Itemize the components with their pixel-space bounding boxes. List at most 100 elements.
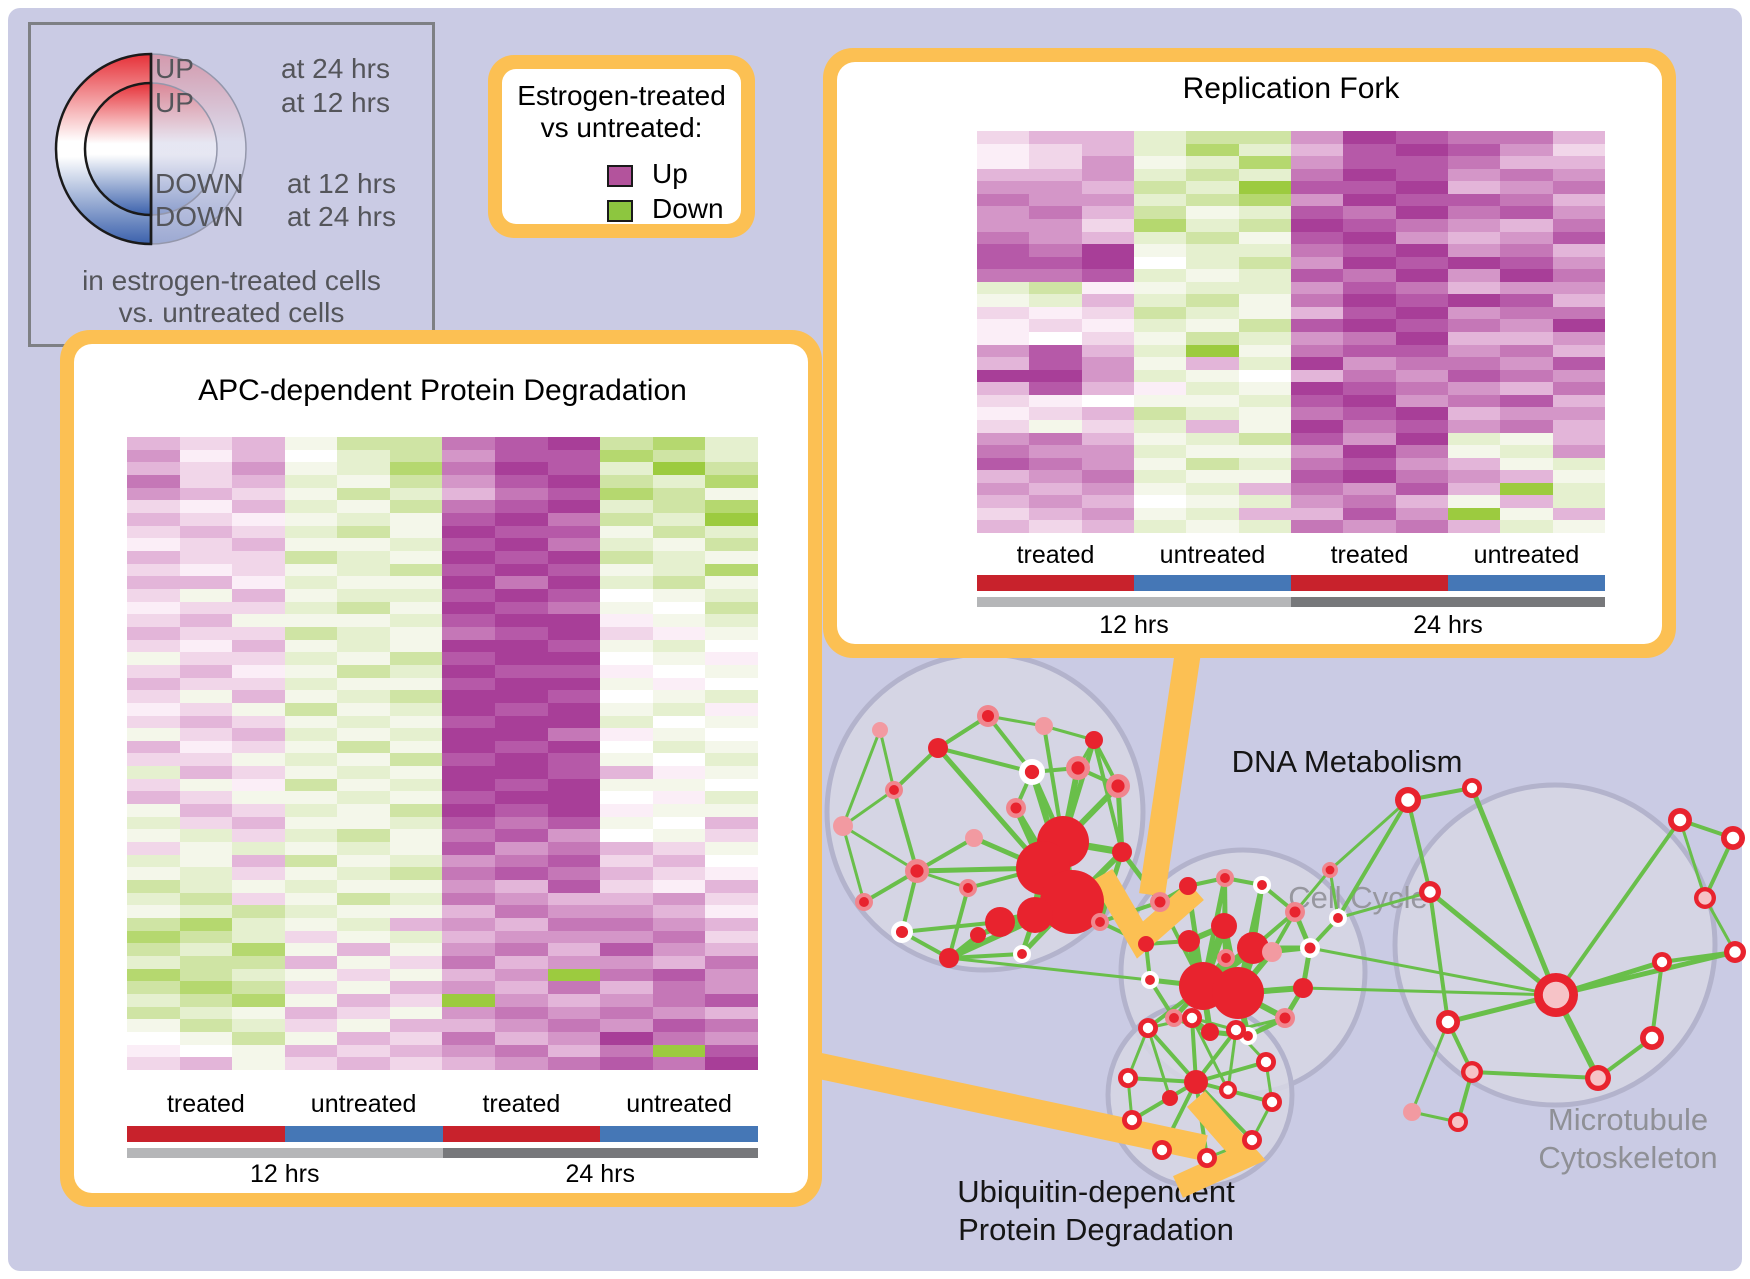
up-label: Up (652, 158, 688, 189)
time-label: 24 hrs (1413, 611, 1483, 639)
network-node-core (963, 883, 973, 893)
heatmap-cell (284, 740, 338, 754)
network-node-core (1465, 1065, 1479, 1079)
heatmap-cell (1290, 369, 1344, 383)
heatmap-cell (600, 437, 653, 450)
heatmap-cell (232, 804, 285, 817)
heatmap-cell (442, 892, 496, 906)
heatmap-cell (1290, 520, 1344, 533)
condition-bar (442, 1126, 601, 1142)
cluster-circle-microtubule-cytoskeleton (1392, 782, 1718, 1108)
heatmap-cell (284, 956, 338, 969)
heatmap-cell (389, 1019, 443, 1033)
heatmap-cell (495, 462, 548, 475)
network-node-core (1223, 1085, 1233, 1095)
heatmap-cell (442, 753, 496, 767)
heatmap-cell (652, 449, 706, 463)
heatmap-cell (1552, 244, 1605, 257)
network-node-core (1154, 896, 1166, 908)
heatmap-cell (1029, 131, 1082, 144)
heatmap-cell (1343, 407, 1396, 420)
heatmap-cell (284, 1057, 338, 1070)
heatmap-cell (495, 968, 548, 982)
heatmap-cell (495, 601, 548, 615)
heatmap-cell (1343, 218, 1396, 232)
heatmap-cell (389, 854, 443, 868)
network-node (965, 829, 983, 847)
heatmap-cell (1238, 482, 1291, 496)
heatmap-cell (495, 867, 548, 881)
heatmap-cell (442, 854, 496, 868)
heatmap-cell (547, 804, 601, 817)
heatmap-cell (547, 1044, 601, 1058)
heatmap-cell (1447, 281, 1501, 295)
heatmap-cell (1238, 344, 1291, 358)
condition-bar (1291, 575, 1448, 591)
down-swatch (607, 200, 633, 222)
heatmap-cell (600, 487, 653, 501)
heatmap-cell (1186, 206, 1239, 219)
heatmap-cell (1447, 143, 1501, 157)
heatmap-cell (652, 563, 706, 577)
heatmap-cell (547, 538, 601, 551)
network-edge (1190, 1017, 1230, 1091)
heatmap-cell (705, 778, 758, 792)
heatmap-cell (705, 487, 758, 501)
heatmap-cell (1186, 244, 1239, 257)
heatmap-cell (1133, 407, 1187, 420)
heatmap-cell (284, 614, 338, 627)
heatmap-cell (600, 778, 653, 792)
heatmap-cell (127, 778, 180, 792)
heatmap-cell (1290, 495, 1344, 508)
heatmap-cell (389, 487, 443, 501)
heatmap-cell (1343, 256, 1396, 270)
heatmap-cell (495, 753, 548, 767)
network-node (1293, 978, 1313, 998)
apc-heatmap (127, 437, 758, 1070)
heatmap-cell (127, 639, 180, 653)
heatmap-cell (1186, 407, 1239, 420)
heatmap-cell (495, 766, 548, 779)
heatmap-cell (1186, 306, 1239, 320)
heatmap-cell (1029, 193, 1082, 207)
heatmap-cell (1343, 181, 1396, 194)
heatmap-cell (977, 394, 1030, 408)
heatmap-cell (389, 639, 443, 653)
heatmap-cell (284, 804, 338, 817)
heatmap-cell (284, 487, 338, 501)
heatmap-cell (442, 880, 496, 893)
heatmap-cell (705, 956, 758, 969)
heatmap-cell (600, 1006, 653, 1020)
heatmap-cell (547, 918, 601, 931)
heatmap-cell (1500, 168, 1553, 182)
heatmap-cell (1238, 445, 1291, 458)
heatmap-cell (977, 256, 1030, 270)
heatmap-cell (179, 538, 233, 551)
heatmap-cell (1343, 520, 1396, 533)
network-node (1035, 717, 1053, 735)
heatmap-cell (1133, 193, 1187, 207)
heatmap-cell (652, 829, 706, 843)
heatmap-cell (232, 1006, 285, 1020)
heatmap-cell (495, 829, 548, 843)
heatmap-cell (705, 791, 758, 805)
heatmap-cell (1238, 507, 1291, 521)
heatmap-cell (389, 728, 443, 741)
heatmap-cell (547, 500, 601, 513)
heatmap-cell (652, 1044, 706, 1058)
heatmap-cell (705, 538, 758, 551)
heatmap-cell (337, 791, 390, 805)
heatmap-cell (1133, 244, 1187, 257)
heatmap-cell (652, 664, 706, 678)
heatmap-cell (1290, 319, 1344, 332)
heatmap-cell (1290, 281, 1344, 295)
heatmap-cell (652, 842, 706, 855)
heatmap-cell (1395, 394, 1448, 408)
heatmap-cell (600, 943, 653, 957)
heatmap-cell (600, 829, 653, 843)
heatmap-cell (705, 968, 758, 982)
heatmap-cell (284, 981, 338, 995)
heatmap-cell (1500, 495, 1553, 508)
heatmap-cell (1447, 181, 1501, 194)
heatmap-cell (1552, 344, 1605, 358)
